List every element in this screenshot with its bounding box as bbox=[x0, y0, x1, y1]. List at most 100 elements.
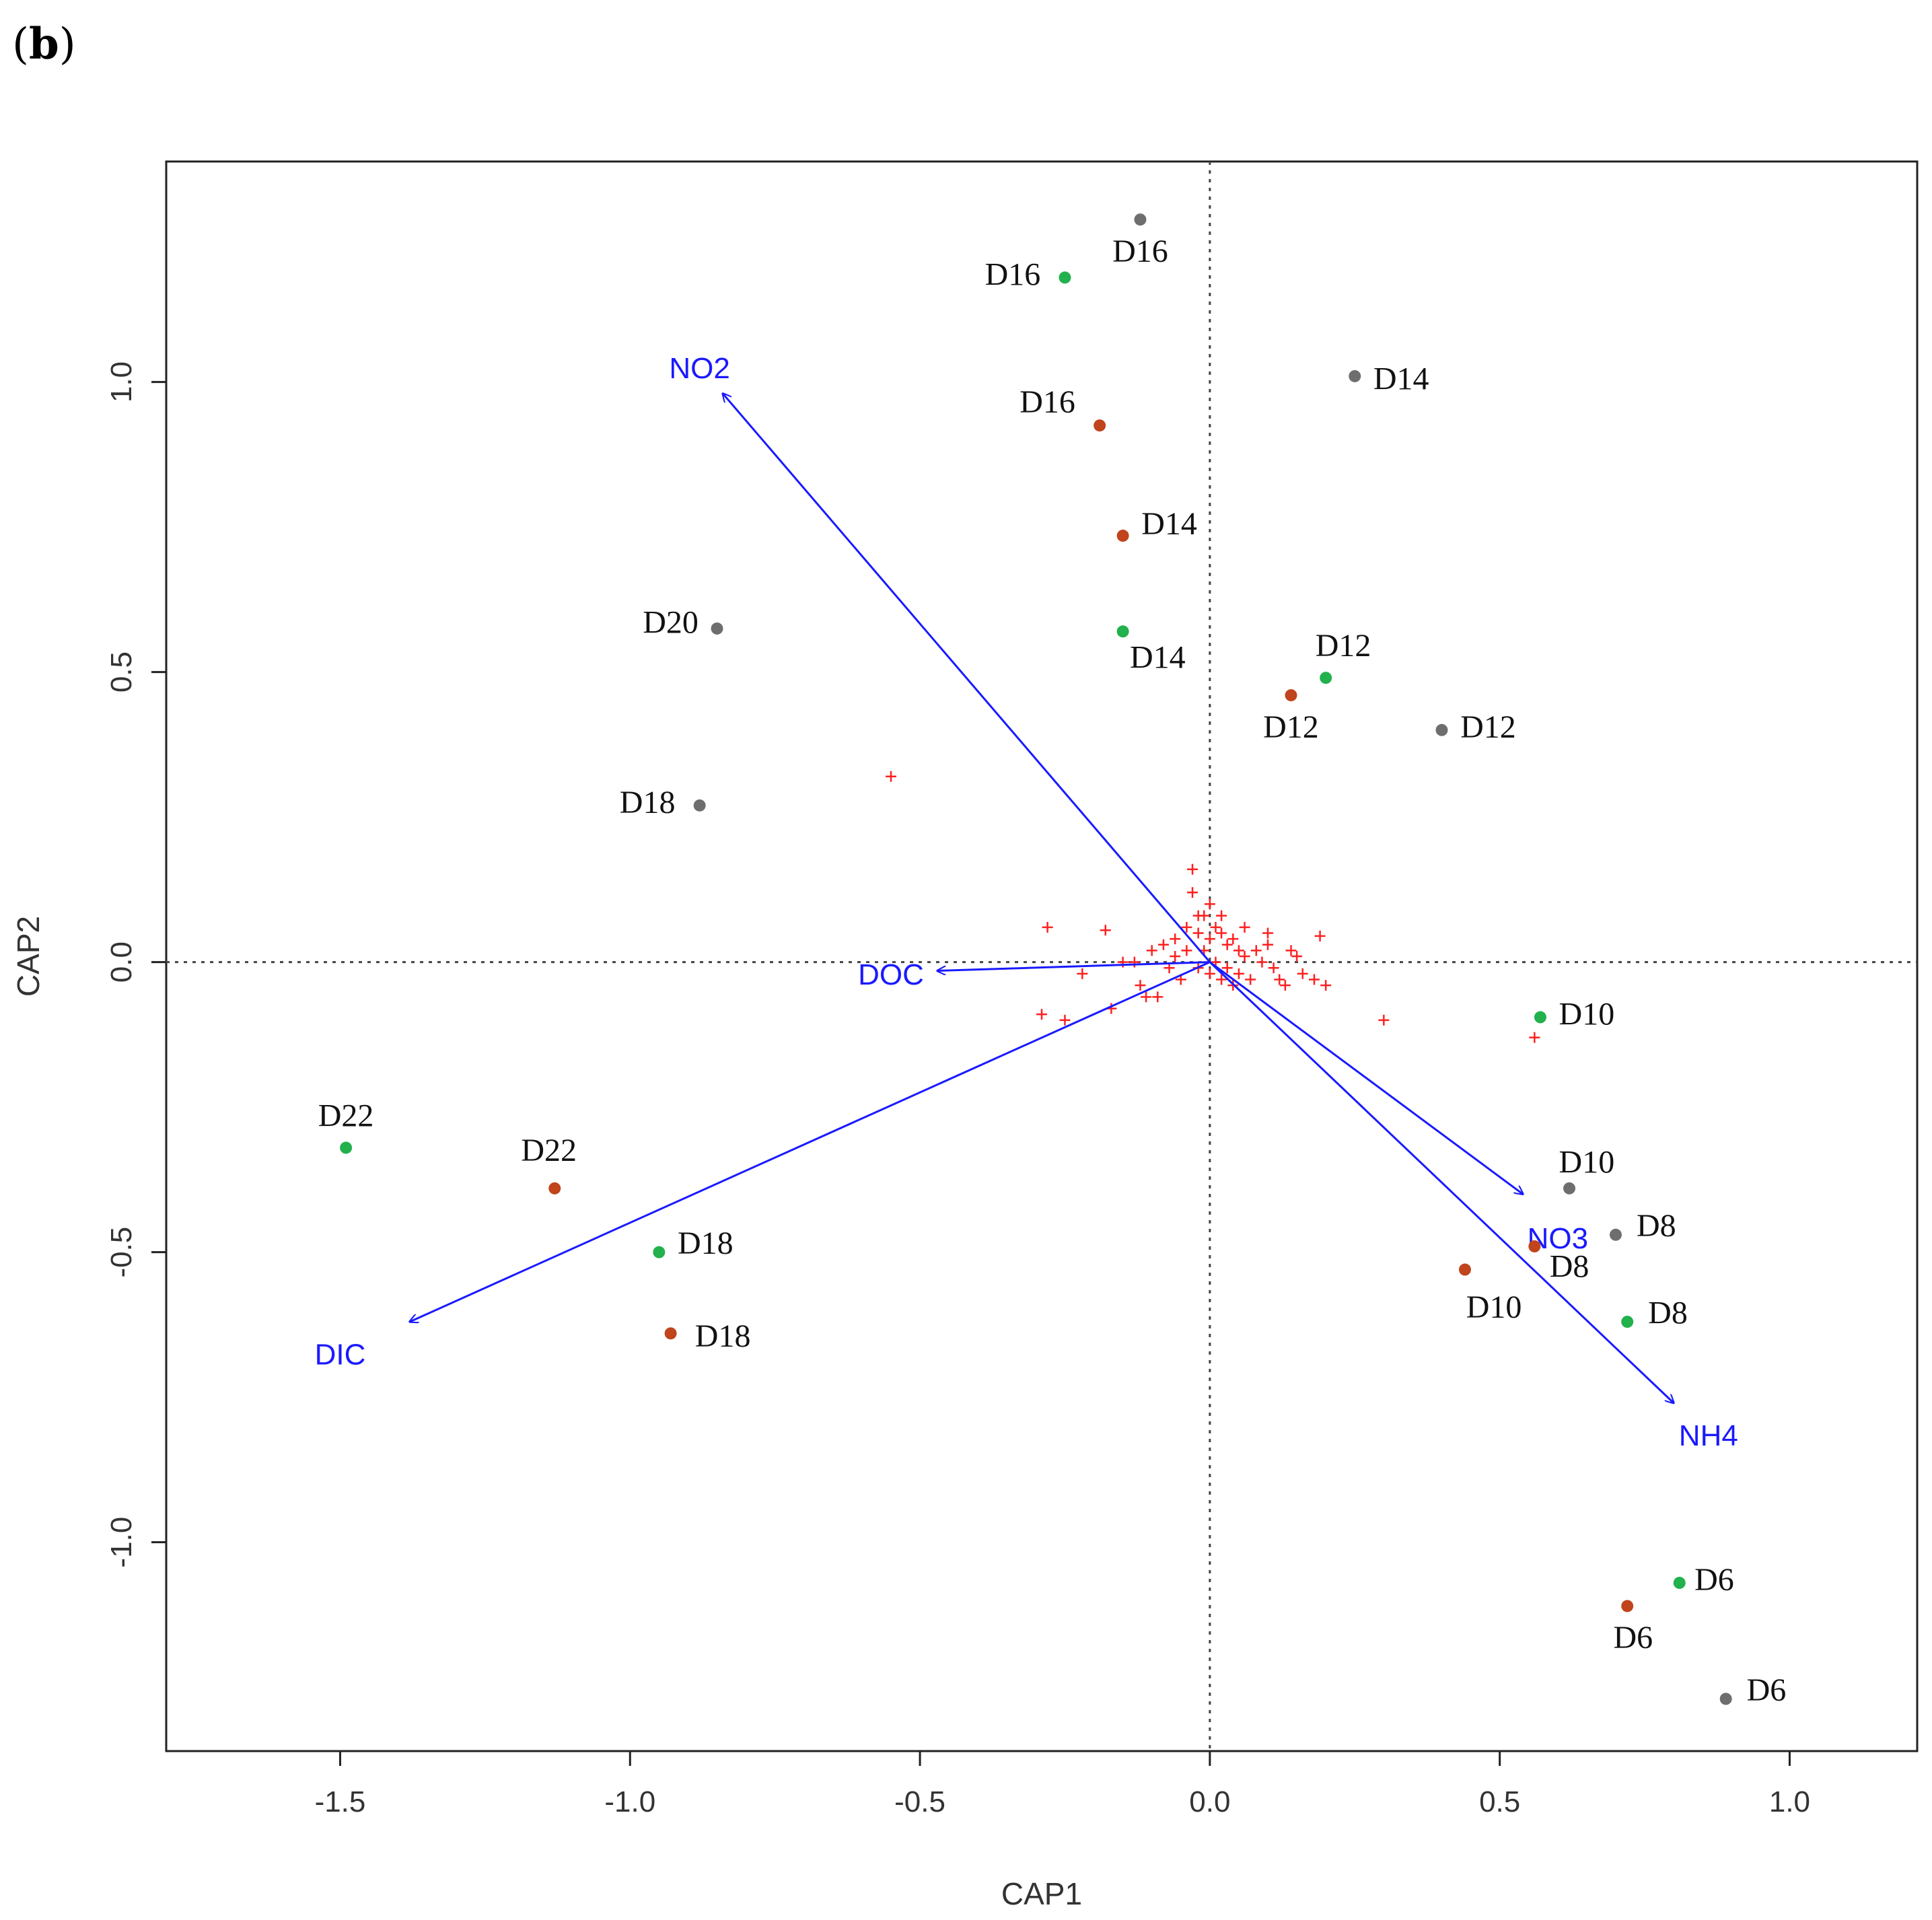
sample-label: D8 bbox=[1550, 1249, 1589, 1285]
sample-label: D18 bbox=[678, 1225, 734, 1261]
y-tick-label: 0.0 bbox=[105, 941, 138, 983]
sample-point-red bbox=[1094, 419, 1106, 432]
vector-label-doc: DOC bbox=[858, 958, 924, 991]
sample-point-gray bbox=[1134, 213, 1147, 226]
x-tick-label: -1.0 bbox=[604, 1785, 655, 1818]
vector-nh4 bbox=[1209, 961, 1674, 1403]
vector-dic bbox=[410, 961, 1211, 1322]
sample-point-red bbox=[1285, 689, 1297, 702]
species-marker bbox=[1100, 925, 1111, 936]
species-markers bbox=[885, 771, 1540, 1043]
species-marker bbox=[1187, 863, 1198, 875]
x-tick-label: 1.0 bbox=[1769, 1785, 1810, 1818]
species-marker bbox=[1059, 1014, 1071, 1026]
sample-point-green bbox=[653, 1246, 666, 1258]
species-marker bbox=[1204, 898, 1215, 910]
sample-label: D12 bbox=[1316, 628, 1371, 664]
y-axis: -1.0 -0.5 0.0 0.5 1.0 bbox=[105, 361, 166, 1568]
sample-label: D16 bbox=[1112, 234, 1168, 269]
species-marker bbox=[1291, 951, 1303, 962]
x-axis-title: CAP1 bbox=[1001, 1876, 1082, 1911]
sample-label: D12 bbox=[1460, 709, 1516, 745]
y-tick-label: -0.5 bbox=[105, 1227, 138, 1278]
sample-label: D8 bbox=[1648, 1295, 1688, 1330]
species-marker bbox=[1152, 991, 1164, 1003]
sample-point-green bbox=[1320, 672, 1332, 684]
sample-point-gray bbox=[711, 622, 723, 635]
vector-label-dic: DIC bbox=[315, 1338, 366, 1371]
species-marker bbox=[1146, 945, 1157, 956]
species-marker bbox=[1141, 991, 1152, 1003]
vector-no2 bbox=[723, 394, 1211, 963]
species-marker bbox=[1077, 968, 1088, 979]
species-marker bbox=[1279, 980, 1291, 991]
sample-point-gray bbox=[1435, 723, 1448, 736]
sample-point-green bbox=[340, 1141, 353, 1154]
sample-label: D22 bbox=[318, 1098, 374, 1133]
sample-point-gray bbox=[1609, 1228, 1622, 1241]
panel-letter: b bbox=[28, 19, 59, 69]
x-axis: -1.5 -1.0 -0.5 0.0 0.5 1.0 bbox=[315, 1750, 1810, 1818]
sample-label: D10 bbox=[1559, 997, 1615, 1032]
sample-label: D22 bbox=[521, 1133, 577, 1168]
species-marker bbox=[1227, 933, 1239, 945]
sample-label: D14 bbox=[1141, 506, 1197, 542]
species-marker bbox=[1036, 1009, 1047, 1020]
species-marker bbox=[1245, 974, 1256, 985]
species-marker bbox=[1262, 927, 1274, 939]
species-marker bbox=[1187, 887, 1198, 898]
y-axis-title: CAP2 bbox=[11, 916, 46, 997]
species-marker bbox=[1135, 980, 1146, 991]
species-marker bbox=[1233, 945, 1244, 956]
sample-point-red bbox=[1621, 1600, 1634, 1612]
sample-label: D18 bbox=[620, 785, 676, 820]
sample-label: D6 bbox=[1694, 1562, 1734, 1598]
sample-point-gray bbox=[693, 799, 706, 812]
species-marker bbox=[1256, 956, 1268, 968]
sample-point-gray bbox=[1349, 369, 1361, 382]
species-marker bbox=[1170, 933, 1181, 945]
species-marker bbox=[1157, 939, 1169, 950]
species-marker bbox=[1297, 968, 1308, 979]
sample-label: D20 bbox=[643, 605, 699, 641]
sample-point-red bbox=[1116, 530, 1129, 542]
vector-no3 bbox=[1209, 961, 1523, 1195]
species-marker bbox=[1308, 974, 1320, 985]
species-marker bbox=[1170, 951, 1181, 962]
vector-doc bbox=[937, 961, 1210, 971]
species-marker bbox=[1210, 921, 1221, 933]
species-marker bbox=[1042, 921, 1053, 933]
sample-label: D12 bbox=[1263, 709, 1319, 745]
sample-point-green bbox=[1621, 1316, 1634, 1328]
species-marker bbox=[1192, 910, 1204, 921]
sample-label: D18 bbox=[695, 1318, 751, 1354]
sample-label: D10 bbox=[1466, 1289, 1522, 1325]
species-marker bbox=[1181, 921, 1192, 933]
species-marker bbox=[1239, 921, 1250, 933]
vector-label-nh4: NH4 bbox=[1679, 1419, 1738, 1452]
sample-point-red bbox=[548, 1182, 561, 1195]
species-marker bbox=[1239, 951, 1250, 962]
y-tick-label: -1.0 bbox=[105, 1517, 138, 1568]
species-marker bbox=[1216, 927, 1227, 939]
sample-point-red bbox=[1528, 1240, 1541, 1253]
species-marker bbox=[1216, 974, 1227, 985]
species-marker bbox=[1274, 974, 1285, 985]
species-marker bbox=[885, 771, 896, 782]
sample-point-red bbox=[664, 1327, 677, 1340]
species-marker bbox=[1204, 968, 1215, 979]
species-marker bbox=[1268, 962, 1279, 974]
species-marker bbox=[1262, 939, 1274, 950]
species-marker bbox=[1204, 933, 1215, 945]
sample-point-green bbox=[1673, 1577, 1686, 1590]
x-tick-label: 0.5 bbox=[1479, 1785, 1520, 1818]
vector-label-no2: NO2 bbox=[669, 352, 729, 385]
sample-point-gray bbox=[1563, 1182, 1576, 1195]
y-tick-label: 0.5 bbox=[105, 651, 138, 692]
species-marker bbox=[1233, 968, 1244, 979]
sample-point-red bbox=[1458, 1263, 1471, 1276]
species-marker bbox=[1285, 945, 1297, 956]
species-marker bbox=[1221, 962, 1233, 974]
sample-label: D14 bbox=[1130, 639, 1186, 675]
